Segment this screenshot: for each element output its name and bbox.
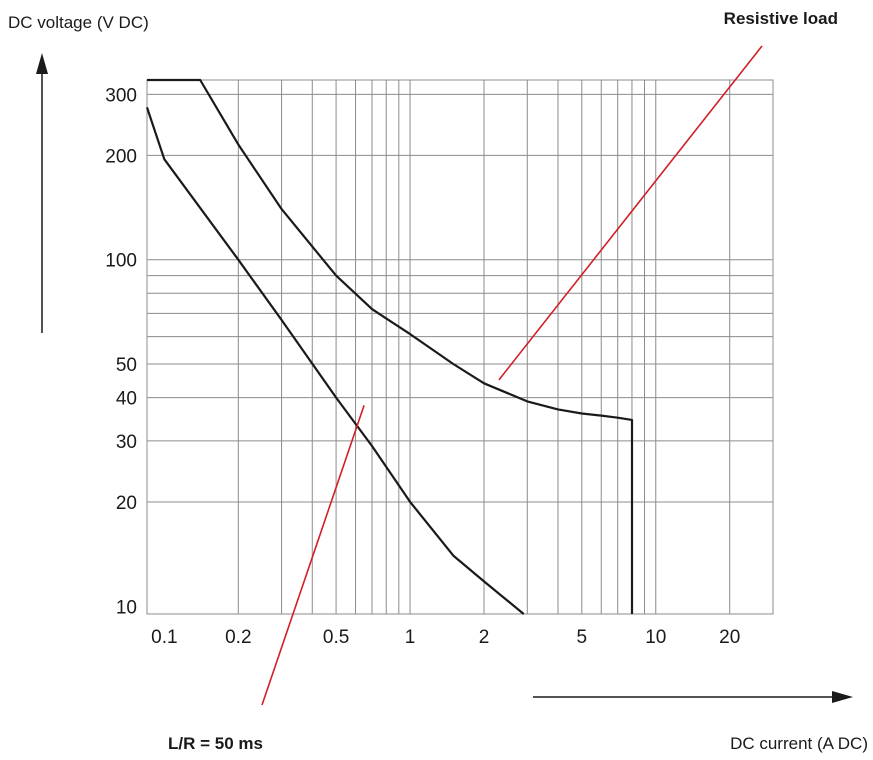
y-tick-label: 100 <box>105 251 137 272</box>
grid <box>147 80 773 614</box>
curves <box>145 78 634 615</box>
y-tick-label: 50 <box>116 355 137 376</box>
y-tick-label: 200 <box>105 146 137 167</box>
y-tick-label: 40 <box>116 389 137 410</box>
leader-line <box>261 405 365 706</box>
y-axis-arrow <box>36 53 48 333</box>
lr-50ms-label: L/R = 50 ms <box>168 734 263 753</box>
x-tick-labels: 0.1 0.2 0.5 1 2 5 10 20 <box>151 627 740 648</box>
y-tick-label: 20 <box>116 493 137 514</box>
x-tick-label: 1 <box>405 627 416 648</box>
y-tick-label: 300 <box>105 85 137 106</box>
plot-frame <box>146 79 774 615</box>
x-tick-label: 0.1 <box>151 627 177 648</box>
y-axis-title: DC voltage (V DC) <box>8 13 149 32</box>
curve-l-r-50-ms <box>145 107 525 615</box>
x-tick-label: 2 <box>479 627 490 648</box>
x-tick-label: 0.2 <box>225 627 251 648</box>
x-tick-label: 20 <box>719 627 740 648</box>
leader-line <box>498 45 763 381</box>
x-tick-label: 5 <box>577 627 588 648</box>
x-tick-label: 0.5 <box>323 627 349 648</box>
curve-resistive-load <box>147 78 634 614</box>
plot-border <box>146 79 774 615</box>
x-tick-label: 10 <box>645 627 666 648</box>
resistive-load-label: Resistive load <box>724 9 838 28</box>
x-axis-arrow <box>533 691 853 703</box>
y-tick-label: 30 <box>116 432 137 453</box>
leader-lines <box>261 45 763 706</box>
y-tick-labels: 10 20 30 40 50 100 200 300 <box>105 85 137 618</box>
y-tick-label: 10 <box>116 597 137 618</box>
x-axis-title: DC current (A DC) <box>730 734 868 753</box>
